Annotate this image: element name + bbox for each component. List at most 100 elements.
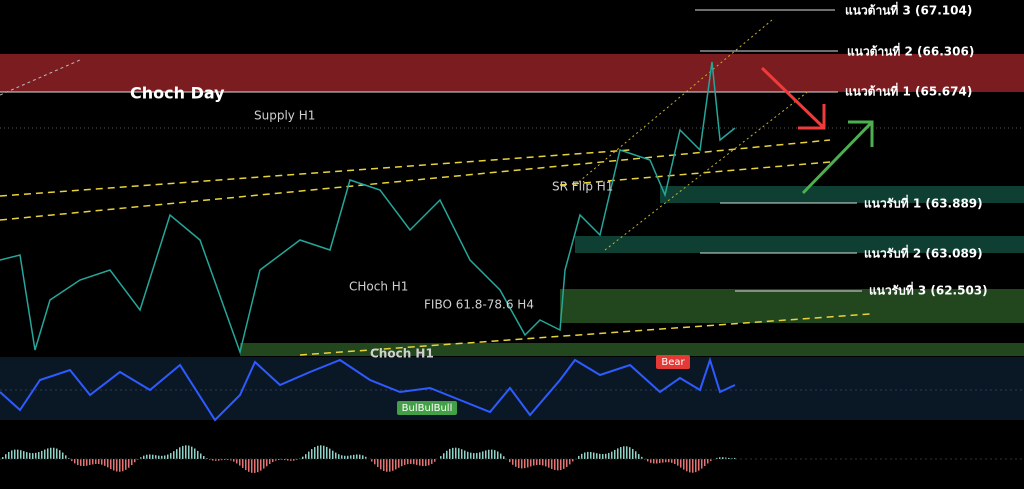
histogram-bar [545,459,547,467]
histogram-bar [446,450,448,459]
histogram-bar [275,459,277,461]
histogram-bar [119,459,121,472]
histogram-bar [230,459,232,461]
histogram-bar [611,451,613,459]
histogram-bar [329,448,331,459]
sr-flip-label: SR Flip H1 [552,180,613,194]
histogram-bar [470,452,472,459]
histogram-bar [260,459,262,471]
histogram-bar [584,452,586,459]
histogram-bar [200,453,202,459]
histogram-bar [557,459,559,471]
support-zone [560,289,1024,323]
histogram-bar [689,459,691,473]
histogram-bar [320,445,322,459]
histogram-bar [422,459,424,467]
histogram-bar [5,454,7,459]
histogram-bar [2,457,4,459]
histogram-bar [95,459,97,464]
histogram-bar [284,459,286,461]
histogram-bar [8,451,10,459]
histogram-bar [572,459,574,462]
histogram-bar [728,457,730,459]
histogram-bar [638,454,640,459]
histogram-bar [263,459,265,469]
histogram-bar [305,454,307,459]
histogram-bar [20,450,22,459]
histogram-bar [596,453,598,459]
histogram-bar [26,452,28,459]
histogram-bar [47,448,49,459]
histogram-bar [635,451,637,459]
histogram-bar [341,455,343,459]
histogram-bar [386,459,388,472]
histogram-bar [278,459,280,461]
histogram-bar [71,459,73,462]
histogram-bar [686,459,688,472]
histogram-bar [503,456,505,459]
histogram-bar [371,459,373,462]
histogram-bar [452,447,454,459]
histogram-bar [170,453,172,459]
histogram-bar [605,453,607,459]
choch-day-label: Choch Day [130,84,225,103]
histogram-bar [104,459,106,466]
histogram-bar [77,459,79,466]
histogram-bar [98,459,100,465]
histogram-bar [692,459,694,473]
histogram-bar [185,445,187,459]
histogram-bar [401,459,403,467]
histogram-bar [458,448,460,459]
histogram-bar [614,449,616,459]
histogram-bar [242,459,244,468]
histogram-bar [293,459,295,461]
histogram-bar [347,455,349,459]
histogram-bar [698,459,700,471]
histogram-bar [122,459,124,472]
rsi-line [0,356,736,422]
histogram-bar [455,447,457,459]
histogram-bar [65,455,67,459]
histogram-bar [569,459,571,465]
histogram-bar [41,450,43,459]
support-label: แนวรับที่ 2 (63.089) [864,245,983,261]
histogram-bar [392,459,394,471]
histogram-bar [140,457,142,459]
histogram-bar [725,457,727,459]
histogram-bar [92,459,94,465]
histogram-bar [176,449,178,459]
histogram-bar [497,451,499,459]
histogram-bar [218,459,220,461]
histogram-bar [146,454,148,459]
histogram-bar [461,449,463,459]
histogram-bar [62,452,64,459]
histogram-bar [173,451,175,459]
histogram-bar [536,459,538,465]
histogram-bar [332,450,334,459]
trend-lines [0,139,871,356]
histogram-bar [383,459,385,471]
histogram-bar [734,457,736,459]
histogram-bar [719,457,721,459]
histogram-bar [710,459,712,462]
histogram-bar [650,459,652,463]
support-zone [575,236,1024,253]
histogram-bar [302,456,304,459]
histogram-bar [413,459,415,465]
histogram-bar [707,459,709,464]
resistance-label: แนวต้านที่ 1 (65.674) [845,83,972,99]
level-lines [0,9,862,292]
histogram-bar [629,447,631,459]
histogram-bar [554,459,556,470]
histogram-bar [602,454,604,459]
histogram-bar [377,459,379,468]
histogram-bar [161,455,163,459]
histogram-bar [359,454,361,459]
histogram-bar [344,455,346,459]
choch-h1-label: CHoch H1 [349,280,408,294]
histogram-bar [449,448,451,459]
histogram-bar [326,446,328,459]
histogram-bar [530,459,532,467]
histogram-bar [566,459,568,467]
histogram-bar [674,459,676,465]
